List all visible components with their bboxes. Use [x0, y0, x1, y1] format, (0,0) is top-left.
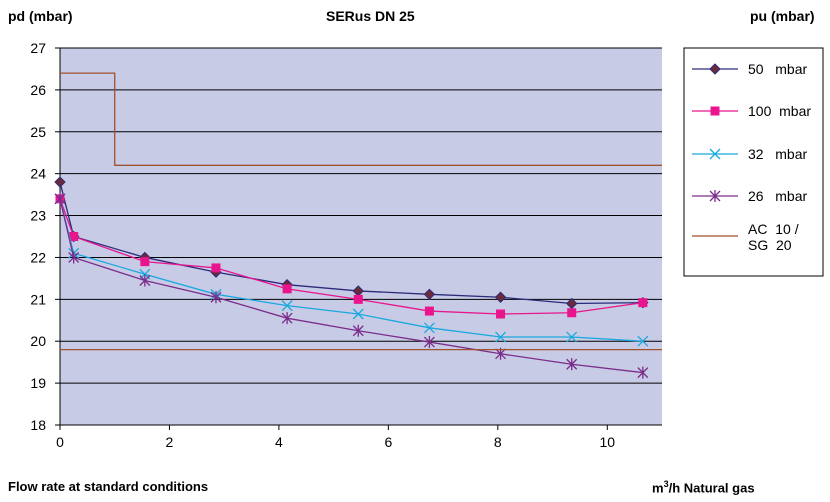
legend-label-3: 26 mbar — [748, 188, 807, 204]
series-1-point-5 — [353, 294, 363, 304]
series-3-point-1 — [68, 251, 80, 264]
y-tick-label-19: 19 — [30, 375, 46, 391]
y-tick-label-23: 23 — [30, 208, 46, 224]
series-line-0 — [59, 181, 643, 305]
y-tick-label-18: 18 — [30, 417, 46, 433]
series-2-point-7 — [495, 331, 507, 343]
legend-label-2: 32 mbar — [748, 146, 807, 162]
legend-marker-1 — [710, 106, 720, 116]
series-3-point-8 — [566, 358, 578, 371]
y-tick-label-22: 22 — [30, 249, 46, 265]
series-2-point-9 — [637, 335, 649, 347]
series-line-1 — [59, 198, 643, 315]
series-3-point-4 — [281, 312, 293, 325]
legend-marker-0 — [709, 63, 721, 75]
series-1-point-1 — [69, 232, 79, 241]
series-3-point-2 — [139, 274, 151, 287]
x-tick-label-10: 10 — [599, 434, 615, 450]
x-tick-label-0: 0 — [56, 434, 64, 450]
legend-label-4-0: AC 10 / — [748, 221, 799, 237]
x-axis-unit-suffix: /h Natural gas — [668, 480, 755, 496]
series-0-point-6 — [423, 288, 436, 301]
x-tick-label-8: 8 — [494, 434, 502, 450]
series-2-point-6 — [423, 322, 435, 334]
series-3-point-5 — [352, 324, 364, 337]
x-axis-unit-prefix: m — [652, 480, 664, 496]
series-line-2 — [59, 198, 643, 342]
series-3-point-0 — [54, 192, 66, 205]
series-1-point-8 — [567, 308, 577, 318]
y-tick-label-25: 25 — [30, 124, 46, 140]
series-1-point-6 — [424, 306, 434, 316]
x-axis-label: Flow rate at standard conditions — [8, 479, 209, 494]
x-tick-label-6: 6 — [384, 434, 392, 450]
legend: 50 mbar 100 mbar 32 mbar 26 mbar AC 10 /SG 2… — [683, 47, 824, 277]
series-3-point-9 — [637, 366, 649, 379]
legend-label-0: 50 mbar — [748, 61, 807, 77]
series-1-point-9 — [638, 298, 648, 308]
series-line-3 — [59, 198, 643, 374]
y-tick-label-20: 20 — [30, 333, 46, 349]
series-3-point-3 — [210, 291, 222, 304]
x-axis-unit-sup: 3 — [663, 479, 669, 489]
y-tick-label-24: 24 — [30, 166, 46, 182]
series-2-point-5 — [352, 308, 364, 320]
series-line-4 — [60, 72, 662, 166]
legend-box — [683, 47, 824, 277]
series-3-point-6 — [423, 336, 435, 349]
y-axis-label-left: pd (mbar) — [8, 8, 73, 24]
legend-marker-3 — [709, 190, 721, 202]
series-0-point-0 — [54, 176, 66, 188]
legend-label-1: 100 mbar — [748, 103, 811, 119]
y-tick-label-21: 21 — [30, 291, 46, 307]
x-tick-label-2: 2 — [166, 434, 174, 450]
x-tick-label-4: 4 — [275, 434, 283, 450]
legend-marker-2 — [709, 148, 721, 160]
series-1-point-3 — [211, 263, 221, 273]
y-axis-label-right: pu (mbar) — [750, 8, 815, 24]
series-1-point-2 — [140, 257, 150, 267]
y-tick-label-27: 27 — [30, 40, 46, 56]
series-1-point-7 — [496, 309, 506, 319]
series-2-point-8 — [566, 331, 578, 343]
series-0-point-7 — [494, 291, 507, 303]
legend-label-4-1: SG 20 — [748, 237, 792, 253]
chart-title: SERus DN 25 — [326, 8, 415, 24]
series-1-point-4 — [282, 284, 292, 294]
x-axis-unit: m3/h Natural gas — [652, 479, 755, 495]
y-tick-label-26: 26 — [30, 82, 46, 98]
series-2-point-4 — [281, 300, 293, 312]
